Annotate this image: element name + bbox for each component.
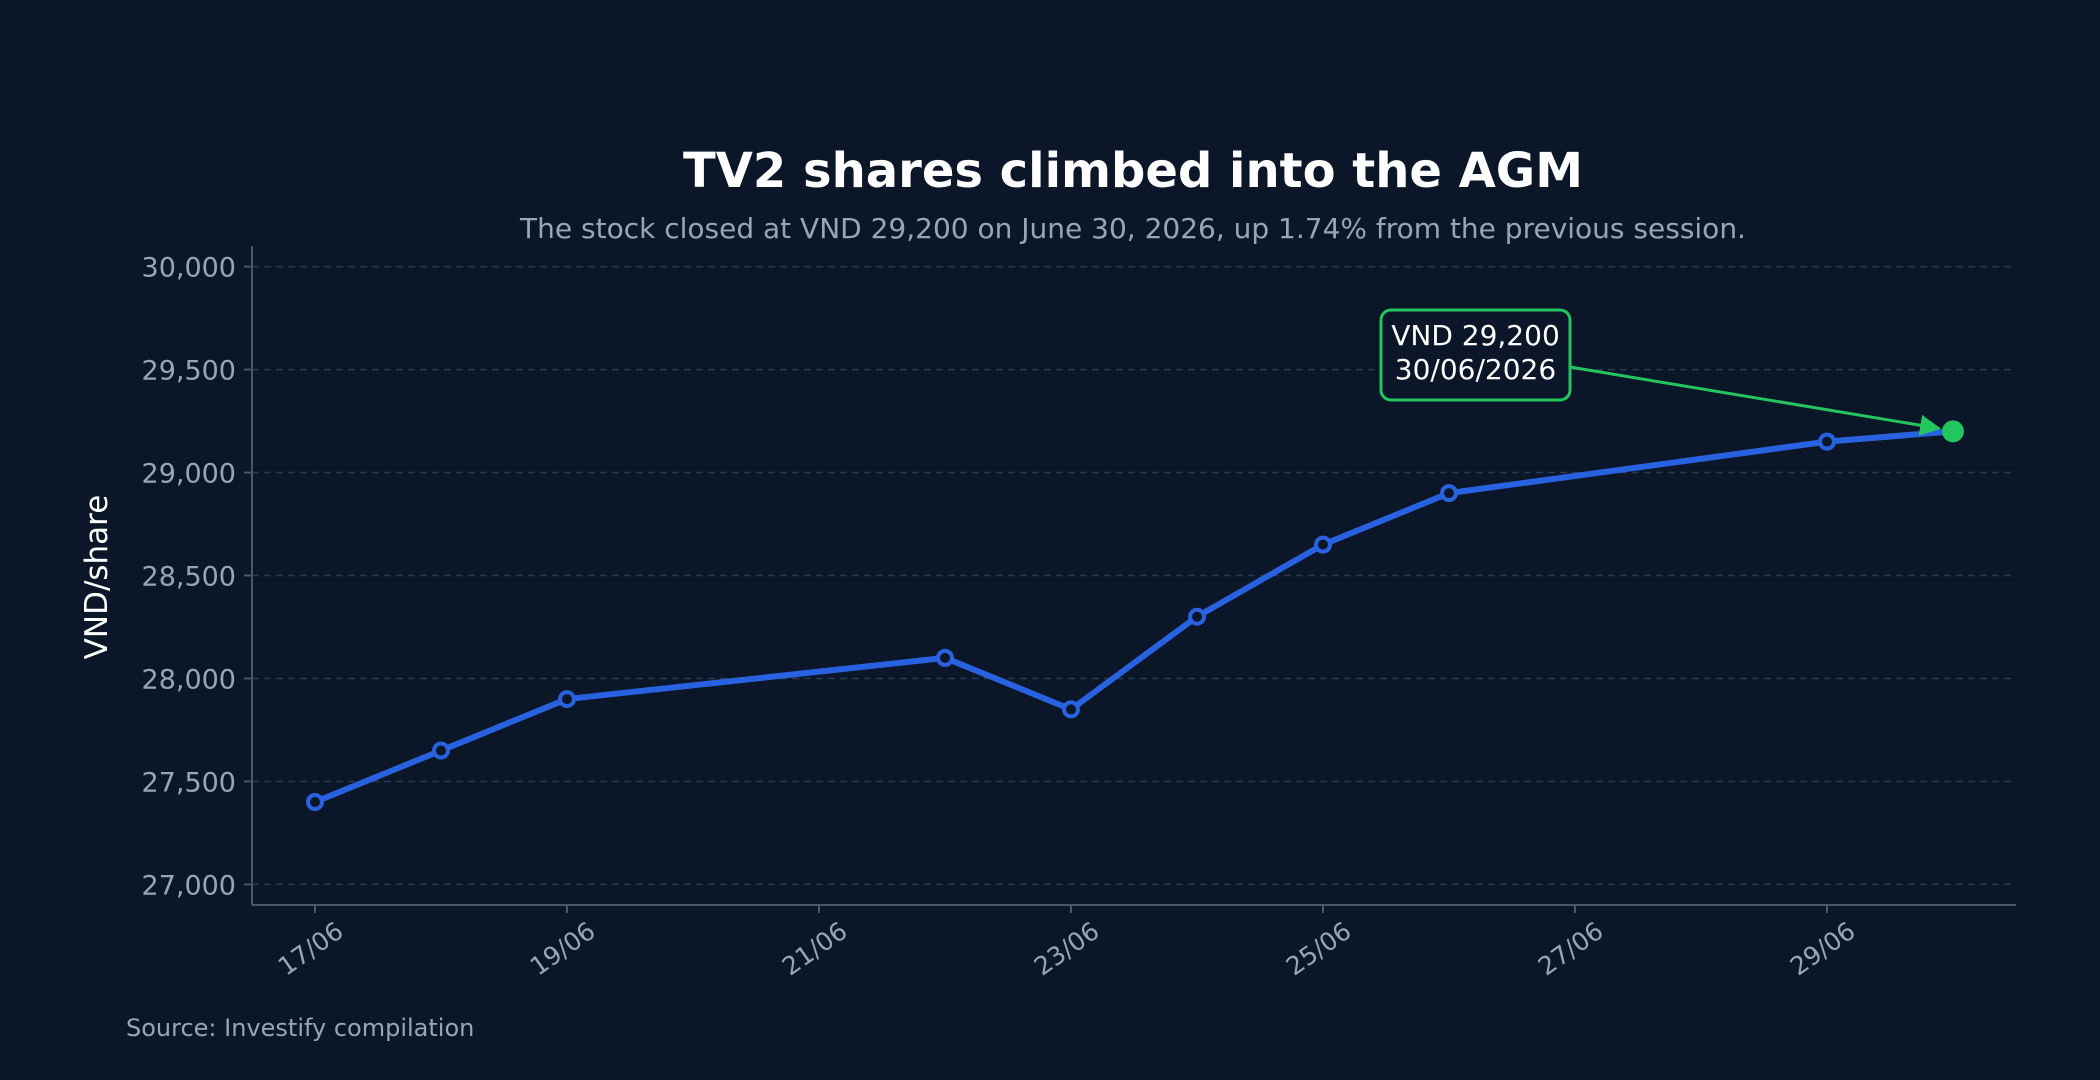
x-tick-label: 23/06 xyxy=(1029,916,1105,981)
data-point xyxy=(432,741,450,760)
data-point xyxy=(558,690,576,709)
y-tick-label: 28,000 xyxy=(142,664,236,695)
data-point xyxy=(1188,607,1206,626)
series-line xyxy=(312,428,1956,806)
data-point xyxy=(1062,700,1080,719)
data-point xyxy=(306,793,324,812)
y-axis-ticks: 27,000 27,500 28,000 28,500 29,000 29,500 30,0… xyxy=(142,253,252,901)
y-tick-label: 27,000 xyxy=(142,870,236,901)
data-point xyxy=(936,648,954,667)
data-point xyxy=(1818,432,1836,451)
x-tick-label: 27/06 xyxy=(1533,916,1609,981)
y-axis-label: VND/share xyxy=(79,495,115,660)
chart-subtitle: The stock closed at VND 29,200 on June 3… xyxy=(519,212,1746,245)
x-axis-ticks: 17/06 19/06 21/06 23/06 25/06 27/06 29/06 xyxy=(273,905,1861,981)
annotation-arrow xyxy=(1569,365,1942,436)
highlight-point xyxy=(1942,420,1964,443)
x-tick-label: 19/06 xyxy=(525,916,601,981)
annotation-label: VND 29,200 xyxy=(1391,319,1560,352)
x-tick-label: 17/06 xyxy=(273,916,349,981)
x-tick-label: 29/06 xyxy=(1785,916,1861,981)
series xyxy=(306,428,1956,812)
data-point xyxy=(1440,484,1458,503)
annotation-label: 30/06/2026 xyxy=(1395,353,1556,386)
annotation-box xyxy=(1379,308,1572,402)
y-tick-label: 28,500 xyxy=(142,562,236,593)
y-tick-label: 29,500 xyxy=(142,356,236,387)
x-tick-label: 25/06 xyxy=(1281,916,1357,981)
gridlines xyxy=(252,265,2016,886)
y-tick-label: 29,000 xyxy=(142,459,236,490)
x-tick-label: 21/06 xyxy=(777,916,853,981)
y-tick-label: 27,500 xyxy=(142,767,236,798)
chart-title: TV2 shares climbed into the AGM xyxy=(683,143,1583,199)
data-point xyxy=(1314,535,1332,554)
y-tick-label: 30,000 xyxy=(142,253,236,284)
source-note: Source: Investify compilation xyxy=(126,1014,474,1042)
